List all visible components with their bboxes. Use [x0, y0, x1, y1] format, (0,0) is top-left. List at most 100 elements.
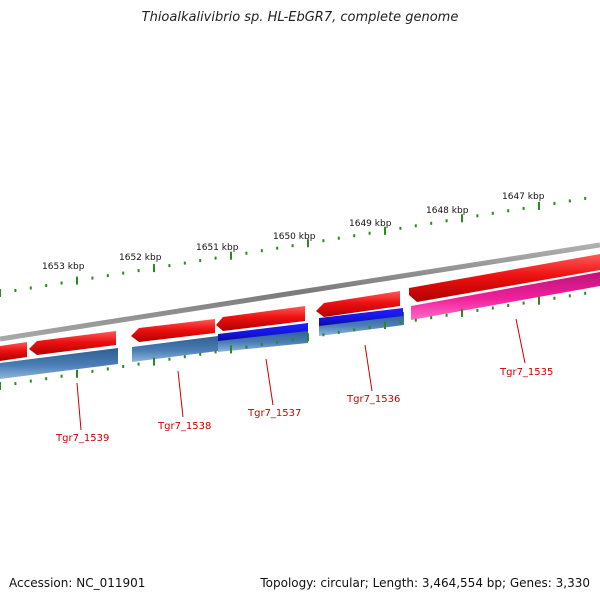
inner-scale-minor-tick: [137, 362, 140, 366]
inner-scale-minor-tick: [199, 352, 202, 356]
outer-scale-minor-tick: [491, 211, 494, 215]
scale-labels: 1647 kbp 1648 kbp 1649 kbp 1650 kbp 1651…: [42, 192, 545, 272]
gene-label-tgr7-1538: Tgr7_1538: [157, 421, 211, 432]
inner-scale-minor-tick: [245, 345, 248, 349]
outer-scale-minor-tick: [106, 274, 109, 278]
outer-scale-minor-tick: [353, 234, 356, 238]
forward-gene-4: [216, 306, 305, 331]
inner-scale-minor-tick: [522, 301, 525, 305]
inner-scale-minor-tick: [291, 338, 294, 342]
outer-scale-minor-tick: [199, 259, 202, 263]
inner-scale-minor-tick: [507, 304, 510, 307]
outer-scale-minor-tick: [214, 256, 217, 260]
outer-scale-minor-tick: [168, 264, 171, 268]
outer-scale-minor-tick: [137, 269, 140, 273]
genome-backbone: [0, 242, 600, 342]
inner-scale-minor-tick: [353, 328, 356, 332]
inner-scale-major-tick: [461, 308, 463, 317]
inner-scale-minor-tick: [399, 321, 402, 325]
inner-scale-minor-tick: [568, 294, 571, 298]
scale-label-1651: 1651 kbp: [196, 243, 239, 253]
scale-label-1650: 1650 kbp: [273, 232, 316, 242]
outer-scale-minor-tick: [430, 221, 433, 225]
outer-scale-major-tick: [384, 226, 386, 235]
inner-scale-minor-tick: [106, 367, 109, 371]
inner-scale-minor-tick: [491, 306, 494, 310]
inner-scale-minor-tick: [445, 313, 448, 317]
inner-scale-minor-tick: [276, 340, 279, 344]
reverse-gene-3: [218, 330, 308, 352]
inner-scale-minor-tick: [91, 369, 94, 373]
outer-scale-major-tick: [538, 201, 540, 210]
forward-gene-2: [29, 331, 116, 355]
outer-scale-major-tick: [461, 214, 463, 223]
forward-gene-3: [131, 319, 215, 342]
inner-scale-minor-tick: [368, 326, 371, 329]
outer-scale-minor-tick: [476, 214, 479, 218]
outer-scale-minor-tick: [245, 251, 248, 255]
scale-label-1648: 1648 kbp: [426, 206, 469, 216]
gene-label-tgr7-1535: Tgr7_1535: [499, 367, 553, 378]
accession-text: Accession: NC_011901: [9, 576, 146, 590]
inner-scale-major-tick: [307, 333, 309, 342]
outer-scale-minor-tick: [45, 284, 48, 287]
inner-scale-minor-tick: [29, 379, 32, 383]
outer-scale-minor-tick: [445, 219, 448, 223]
outer-scale-minor-tick: [60, 281, 63, 285]
inner-scale-minor-tick: [122, 365, 125, 368]
forward-strand-track: [0, 254, 600, 361]
inner-scale-minor-tick: [584, 291, 587, 295]
outer-scale-minor-tick: [522, 206, 525, 210]
inner-scale-major-tick: [230, 345, 232, 354]
inner-scale-major-tick: [0, 382, 1, 390]
outer-scale-minor-tick: [337, 236, 340, 240]
outer-scale-minor-tick: [322, 239, 325, 243]
topology-summary: Topology: circular; Length: 3,464,554 bp…: [260, 576, 590, 590]
inner-scale-minor-tick: [60, 374, 63, 378]
outer-scale-minor-tick: [553, 201, 556, 205]
outer-scale-minor-tick: [414, 224, 417, 228]
inner-scale-major-tick: [538, 296, 540, 305]
reverse-gene-5: [411, 272, 600, 320]
scale-label-1652: 1652 kbp: [119, 253, 162, 263]
outer-scale-minor-tick: [91, 276, 94, 280]
outer-scale-major-tick: [0, 289, 1, 297]
outer-scale-minor-tick: [276, 246, 279, 250]
forward-gene-1: [0, 342, 27, 361]
leader-tgr7-1536: [364, 344, 373, 392]
scale-label-1647: 1647 kbp: [502, 192, 545, 202]
inner-scale-minor-tick: [553, 296, 556, 300]
page-title: Thioalkalivibrio sp. HL-EbGR7, complete …: [141, 10, 459, 25]
inner-scale-minor-tick: [168, 357, 171, 361]
gene-label-tgr7-1536: Tgr7_1536: [346, 394, 400, 405]
reverse-gene-3-highlight: [218, 323, 308, 341]
scale-ticks: [0, 196, 587, 390]
outer-scale-minor-tick: [291, 244, 294, 248]
reverse-strand-track: [0, 272, 600, 379]
inner-scale-major-tick: [384, 321, 386, 329]
outer-scale-major-tick: [153, 264, 155, 273]
inner-scale-minor-tick: [183, 355, 186, 359]
outer-scale-minor-tick: [368, 231, 371, 235]
leader-tgr7-1535: [515, 318, 526, 364]
outer-scale-minor-tick: [260, 249, 263, 253]
outer-scale-minor-tick: [399, 226, 402, 230]
outer-scale-minor-tick: [183, 261, 186, 265]
gene-label-leaders: [76, 318, 526, 431]
inner-scale-minor-tick: [414, 318, 417, 322]
gene-labels: Tgr7_1535 Tgr7_1536 Tgr7_1537 Tgr7_1538 …: [55, 367, 553, 444]
reverse-gene-4-highlight: [319, 308, 403, 326]
inner-scale-major-tick: [153, 357, 155, 366]
inner-scale-minor-tick: [45, 377, 48, 381]
outer-scale-minor-tick: [568, 199, 571, 203]
outer-scale-major-tick: [307, 239, 309, 248]
inner-scale-minor-tick: [14, 382, 17, 386]
scale-label-1653: 1653 kbp: [42, 262, 85, 272]
inner-scale-minor-tick: [476, 308, 479, 312]
gene-label-tgr7-1537: Tgr7_1537: [247, 408, 301, 419]
forward-gene-6: [409, 254, 600, 302]
inner-scale-minor-tick: [337, 330, 340, 334]
outer-scale-minor-tick: [122, 271, 125, 275]
outer-scale-minor-tick: [584, 196, 587, 200]
